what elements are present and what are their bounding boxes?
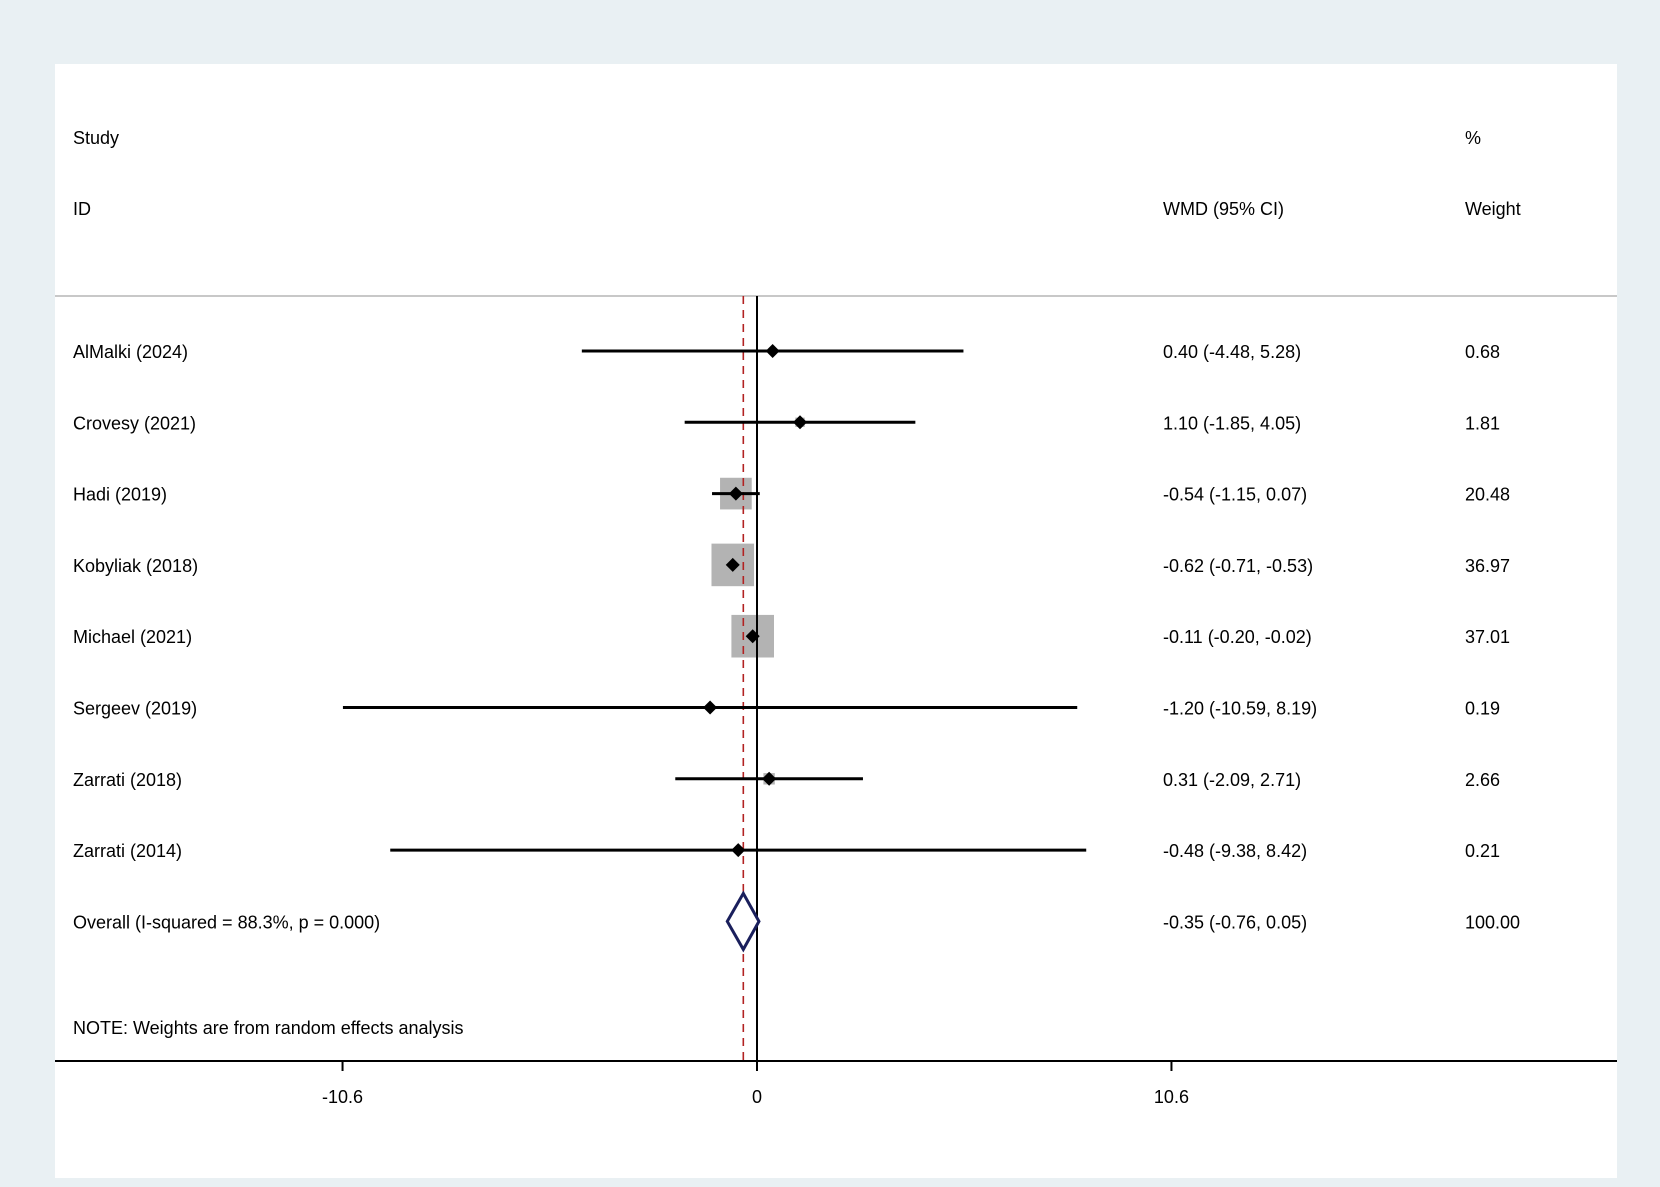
header-weight: Weight [1465,199,1521,219]
weights-note: NOTE: Weights are from random effects an… [73,1018,463,1038]
header-study: Study [73,128,119,148]
study-effect-ci: 0.40 (-4.48, 5.28) [1163,342,1301,362]
point-estimates [703,344,808,953]
overall-effect-ci: -0.35 (-0.76, 0.05) [1163,912,1307,932]
study-name: Hadi (2019) [73,485,167,505]
study-name: Kobyliak (2018) [73,556,198,576]
header-effect: WMD (95% CI) [1163,199,1284,219]
study-name: AlMalki (2024) [73,342,188,362]
overall-diamond [725,890,761,953]
study-weight: 37.01 [1465,627,1510,647]
study-effect-ci: -0.48 (-9.38, 8.42) [1163,841,1307,861]
study-weight: 36.97 [1465,556,1510,576]
x-tick-label: 10.6 [1154,1087,1189,1107]
study-weight: 20.48 [1465,485,1510,505]
point-estimate [703,700,718,715]
point-estimate [793,415,808,430]
study-name: Michael (2021) [73,627,192,647]
point-estimate [731,843,746,858]
study-effect-ci: 0.31 (-2.09, 2.71) [1163,770,1301,790]
study-weight: 0.19 [1465,699,1500,719]
point-estimate [765,344,780,358]
study-effect-ci: -0.62 (-0.71, -0.53) [1163,556,1313,576]
plot-panel [55,64,1617,1178]
point-estimate [725,557,740,572]
study-weight: 0.21 [1465,841,1500,861]
study-effect-ci: -1.20 (-10.59, 8.19) [1163,699,1317,719]
point-estimate [762,771,777,786]
study-weight: 0.68 [1465,342,1500,362]
study-effect-ci: -0.11 (-0.20, -0.02) [1163,627,1312,647]
point-estimate [745,629,760,644]
x-tick-label: -10.6 [322,1087,363,1107]
header-id: ID [73,199,91,219]
study-name: Sergeev (2019) [73,699,197,719]
study-name: Zarrati (2014) [73,841,182,861]
study-name: Zarrati (2018) [73,770,182,790]
study-weight: 2.66 [1465,770,1500,790]
overall-weight: 100.00 [1465,912,1520,932]
point-estimate [728,486,743,501]
x-axis: -10.6 0 10.6 [55,1060,1617,1107]
overall-label: Overall (I-squared = 88.3%, p = 0.000) [73,912,380,932]
x-tick-label: 0 [752,1087,762,1107]
study-labels: AlMalki (2024) 0.40 (-4.48, 5.28) 0.68 Crov… [73,342,1520,932]
header-percent: % [1465,128,1481,148]
header: Study ID WMD (95% CI) % Weight [73,128,1521,219]
study-effect-ci: -0.54 (-1.15, 0.07) [1163,485,1307,505]
study-effect-ci: 1.10 (-1.85, 4.05) [1163,413,1301,433]
study-name: Crovesy (2021) [73,413,196,433]
study-weight: 1.81 [1465,413,1500,433]
